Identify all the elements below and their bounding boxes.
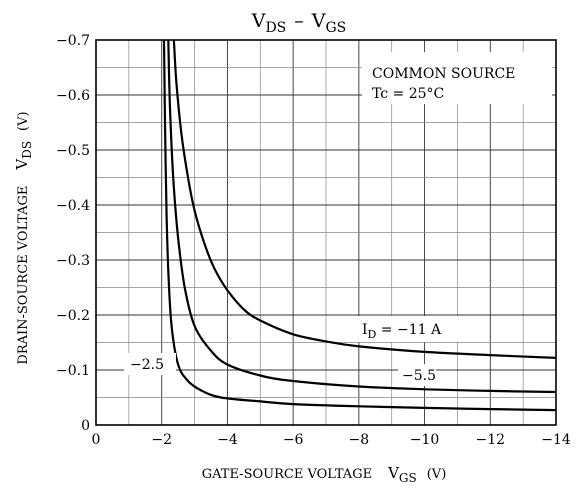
- x-tick-label: −10: [410, 432, 440, 448]
- y-tick-label: −0.6: [56, 88, 90, 104]
- grid: [96, 40, 556, 425]
- x-axis-label: GATE-SOURCE VOLTAGE VGS (V): [202, 464, 447, 485]
- y-tick-label: −0.7: [56, 33, 90, 49]
- y-axis-label-text: DRAIN-SOURCE VOLTAGE: [16, 186, 31, 365]
- y-tick-label: −0.5: [56, 143, 90, 159]
- title-v-gs-sub: GS: [326, 20, 347, 36]
- curve-5-5: [167, 39, 557, 394]
- y-tick-label: −0.3: [56, 253, 90, 269]
- conditions-background: [362, 52, 552, 104]
- series-label-background-11a: [358, 316, 482, 342]
- x-axis-label-symbol: V: [387, 464, 400, 482]
- y-axis-label-unit: (V): [16, 111, 31, 131]
- series-label-11a-prefix: I: [362, 322, 368, 338]
- chart-title: VDS – VGS: [251, 10, 347, 36]
- series-label-2-5: −2.5: [130, 357, 164, 373]
- y-axis-label-sub: DS: [20, 141, 34, 159]
- series-label-5-5: −5.5: [402, 368, 436, 384]
- title-v-gs: V: [311, 10, 326, 32]
- x-tick-label: −2: [151, 432, 172, 448]
- y-axis-label: DRAIN-SOURCE VOLTAGE VDS (V): [13, 111, 34, 364]
- title-v-ds-sub: DS: [265, 20, 286, 36]
- series-labels: ID = −11 A −5.5 −2.5: [124, 316, 482, 386]
- x-tick-label: −14: [541, 432, 571, 448]
- condition-case-temperature: Tc = 25°C: [372, 86, 444, 102]
- series-label-11a: ID = −11 A: [362, 322, 442, 341]
- x-axis-label-sub: GS: [399, 471, 417, 485]
- tick-labels: 0 −2 −4 −6 −8 −10 −12 −14 0 −0.1 −0.2 −0.3 −0.4 −0.5 −…: [56, 33, 571, 448]
- x-tick-label: 0: [92, 432, 101, 448]
- y-tick-label: −0.1: [56, 363, 90, 379]
- y-tick-label: −0.4: [56, 198, 90, 214]
- series-label-11a-sub: D: [368, 328, 377, 341]
- y-tick-label: 0: [81, 418, 90, 434]
- curve-2-5: [162, 39, 557, 412]
- y-axis-label-symbol: V: [13, 158, 31, 171]
- series-label-background-2-5: [124, 353, 176, 375]
- x-axis-label-text: GATE-SOURCE VOLTAGE: [202, 467, 372, 482]
- curve-11a: [172, 39, 557, 359]
- title-v-ds: V: [251, 10, 266, 32]
- x-tick-label: −6: [283, 432, 304, 448]
- x-tick-label: −8: [349, 432, 370, 448]
- series-label-background-5-5: [398, 364, 436, 386]
- plot-frame: [95, 39, 557, 426]
- series-label-11a-text: = −11 A: [376, 322, 442, 338]
- conditions-box: COMMON SOURCE Tc = 25°C: [362, 52, 552, 104]
- title-dash: –: [294, 10, 304, 32]
- x-tick-label: −12: [476, 432, 506, 448]
- y-tick-label: −0.2: [56, 308, 90, 324]
- condition-common-source: COMMON SOURCE: [372, 66, 515, 82]
- x-axis-label-unit: (V): [427, 467, 447, 482]
- series-curves: [162, 39, 557, 412]
- x-tick-label: −4: [217, 432, 238, 448]
